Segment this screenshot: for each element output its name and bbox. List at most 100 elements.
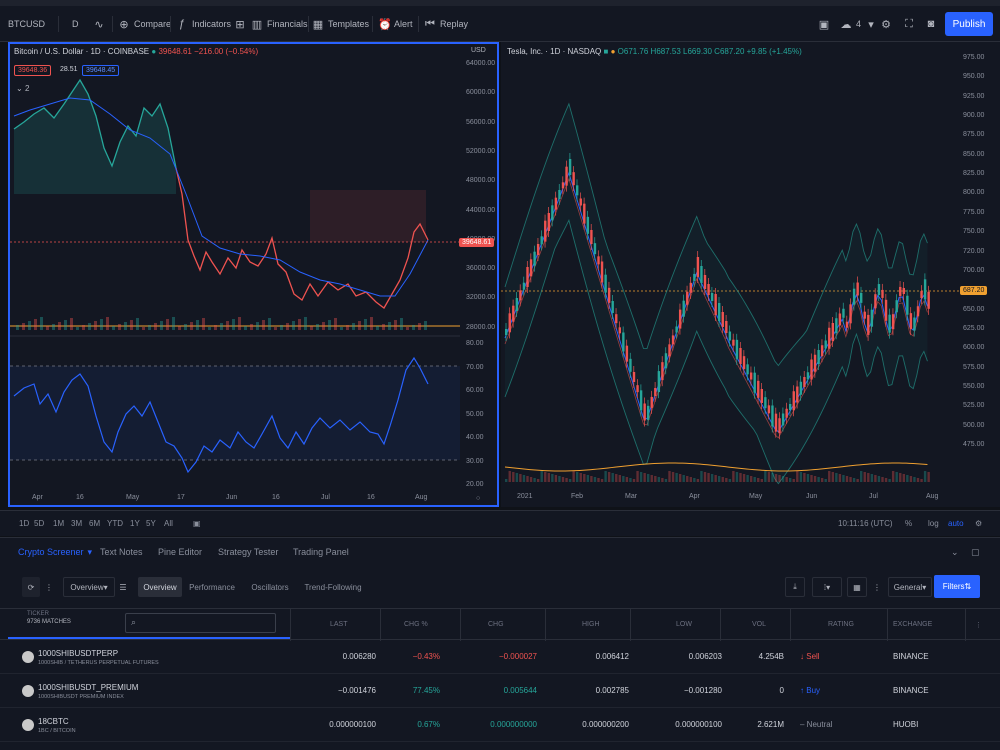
settings-button[interactable]: ⚙ (975, 519, 982, 528)
calendar-button[interactable]: ▦ (847, 577, 867, 597)
auto-toggle[interactable]: auto (948, 519, 964, 528)
filters-button[interactable]: Filters ⇅ (934, 575, 980, 598)
fullscreen-button[interactable]: ⛶ (903, 14, 915, 34)
preset-select[interactable]: Overview ▾ (63, 577, 115, 597)
candle (714, 294, 717, 315)
ticker-symbol[interactable]: 1000SHIBUSDTPERP (38, 649, 119, 658)
refresh-button[interactable]: ⟳ (22, 577, 40, 597)
candle (707, 284, 710, 295)
view-tab[interactable]: Oscillators (251, 582, 289, 592)
timeframe-button[interactable]: 6M (89, 519, 101, 528)
more-options-button[interactable]: ⋮ (870, 577, 884, 597)
current-price-label: 687.20 (960, 286, 988, 295)
view-tab[interactable]: Overview (138, 577, 182, 597)
table-row[interactable]: 1000SHIBUSDT_PREMIUM 1000SHIBUSDT PREMIUM… (0, 674, 1000, 708)
timeframe-button[interactable]: 1Y (130, 519, 140, 528)
column-settings-button[interactable]: ⋮ (975, 622, 982, 629)
ticker-header[interactable]: TICKER (27, 611, 50, 617)
volume-bar (322, 322, 325, 330)
timeframe-button[interactable]: All (164, 519, 173, 528)
cloud-save-button[interactable]: ☁ 4 ▾ (840, 14, 877, 34)
maximize-panel-button[interactable]: ▢ (971, 547, 980, 558)
timeframe-button[interactable]: 5D (34, 519, 45, 528)
columns-menu-button[interactable]: ☰ (116, 577, 130, 597)
candle (849, 304, 852, 324)
date-range-button[interactable]: ▣ (193, 519, 201, 528)
candle (547, 213, 550, 231)
timeframe-button[interactable]: 3M (71, 519, 83, 528)
timeframe-button[interactable]: 5Y (146, 519, 156, 528)
more-options-button[interactable]: ⋮ (42, 577, 56, 597)
volume-bar (202, 318, 205, 330)
table-row[interactable]: 1000SHIBUSDTPERP 1000SHIB / TETHERUS PERP… (0, 640, 1000, 674)
volume-bar (643, 473, 646, 482)
view-tab[interactable]: Performance (189, 582, 235, 592)
symbol-search-button[interactable]: BTCUSD (8, 14, 45, 34)
column-header[interactable]: LOW (676, 621, 692, 628)
tesla-chart-pane[interactable]: Tesla, Inc. · 1D · NASDAQ ■ ● O671.76 H6… (501, 42, 1000, 507)
timeframe-button[interactable]: 1D (19, 519, 30, 528)
timeframe-button[interactable]: YTD (107, 519, 123, 528)
sell-price-button[interactable]: 39648.36 (14, 65, 52, 76)
column-header[interactable]: RATING (828, 621, 854, 628)
compare-button[interactable]: ⊕ Compare (118, 14, 171, 34)
percent-toggle[interactable]: % (905, 519, 913, 528)
bitcoin-chart-pane[interactable]: Bitcoin / U.S. Dollar · 1D · COINBASE ● … (8, 42, 499, 507)
panel-tab[interactable]: Crypto Screener ▾ (18, 547, 93, 557)
panel-tab[interactable]: Pine Editor (158, 547, 203, 557)
column-header[interactable]: VOL (752, 621, 767, 628)
price-tick: 550.00 (963, 382, 985, 390)
publish-button[interactable]: Publish (945, 12, 993, 36)
grid-icon: ⊞ (235, 18, 245, 31)
column-header[interactable]: HIGH (582, 621, 600, 628)
candle (739, 348, 742, 364)
volume-bar (196, 320, 199, 330)
indicators-toggle[interactable]: ⌄ 2 (16, 84, 29, 93)
volume-bar (806, 474, 810, 482)
column-header[interactable]: CHG % (404, 621, 428, 628)
collapse-panel-button[interactable]: ⌄ (951, 547, 959, 558)
panel-tab[interactable]: Text Notes (100, 547, 143, 557)
ticker-search-input[interactable]: ⌕ (125, 613, 276, 633)
financials-button[interactable]: ▥ Financials (251, 14, 308, 34)
volume-bar (895, 472, 898, 482)
general-select[interactable]: General ▾ (888, 577, 932, 597)
snapshot-button[interactable]: ◙ (925, 14, 937, 34)
column-header[interactable]: EXCHANGE (893, 621, 933, 628)
panel-tab[interactable]: Strategy Tester (218, 547, 279, 557)
table-row[interactable]: 18CBTC 1BC / BITCOIN 0.000000100 0.67% 0.000… (0, 708, 1000, 742)
settings-button[interactable]: ⚙ (880, 14, 892, 34)
volume-bar (274, 327, 277, 330)
templates-button[interactable]: ▦ Templates (312, 14, 369, 34)
indicators-button[interactable]: ƒ Indicators (176, 14, 231, 34)
current-price-label: 39648.61 (459, 238, 495, 247)
log-toggle[interactable]: log (928, 519, 939, 528)
timeframe-button[interactable]: 1M (53, 519, 65, 528)
refresh-icon: ⟳ (27, 582, 35, 592)
column-header[interactable]: CHG (488, 621, 504, 628)
replay-button[interactable]: ⏮ Replay (424, 14, 468, 34)
alert-button[interactable]: ⏰ Alert (378, 14, 413, 34)
settings-circle-icon[interactable]: ○ (476, 495, 481, 502)
layout-button[interactable]: ▣ (818, 14, 830, 34)
price-line-down (175, 167, 429, 309)
view-tab[interactable]: Trend-Following (304, 582, 362, 592)
buy-price-button[interactable]: 39648.45 (82, 65, 120, 76)
ticker-symbol[interactable]: 18CBTC (38, 717, 69, 726)
panel-tab[interactable]: Trading Panel (293, 547, 349, 557)
column-header[interactable]: LAST (330, 621, 348, 628)
cell-high: 0.000000200 (582, 720, 629, 729)
download-button[interactable]: ⤓ (785, 577, 805, 597)
clock-label[interactable]: 10:11:16 (UTC) (838, 519, 893, 528)
ticker-symbol[interactable]: 1000SHIBUSDT_PREMIUM (38, 683, 139, 692)
currency-button[interactable]: USD (471, 47, 486, 54)
tesla-chart-canvas[interactable] (501, 42, 1000, 507)
candle (540, 236, 543, 245)
volume-bar (767, 472, 771, 482)
interval-select[interactable]: ⁞▾ (812, 577, 842, 597)
chart-type-button[interactable]: ∿ (93, 14, 105, 34)
bitcoin-chart-canvas[interactable] (10, 44, 497, 505)
volume-bar (696, 479, 700, 482)
interval-button[interactable]: D (72, 14, 79, 34)
indicator-templates-button[interactable]: ⊞ (234, 14, 246, 34)
